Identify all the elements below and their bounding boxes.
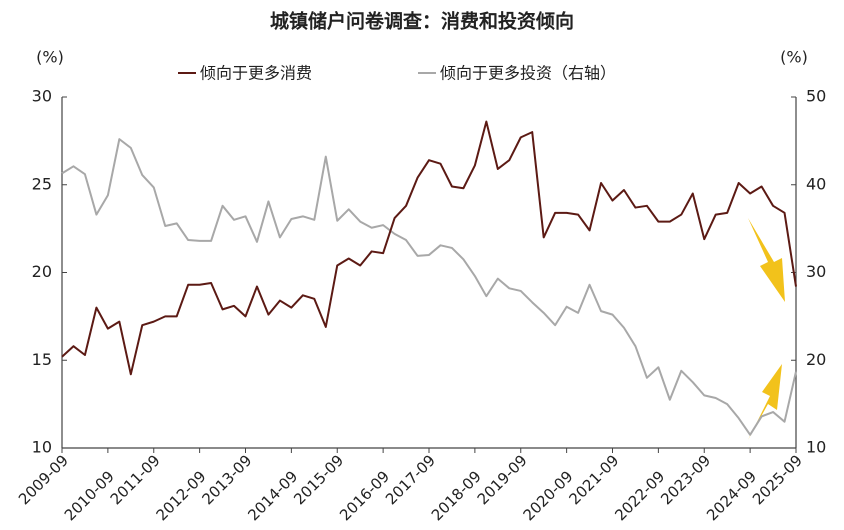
legend-label: 倾向于更多投资（右轴） bbox=[440, 64, 616, 83]
y2-tick-label: 40 bbox=[806, 174, 826, 193]
arrow-down bbox=[748, 218, 785, 302]
series-line bbox=[61, 138, 797, 436]
arrow-up bbox=[748, 364, 782, 440]
y-tick-label: 25 bbox=[32, 174, 52, 193]
axes bbox=[61, 97, 797, 449]
y-tick-label: 15 bbox=[32, 350, 52, 369]
legend-label: 倾向于更多消费 bbox=[200, 64, 312, 83]
y2-tick-label: 50 bbox=[806, 87, 826, 106]
y2-unit: (%) bbox=[780, 48, 808, 67]
y-tick-label: 10 bbox=[32, 438, 52, 457]
x-tick-label: 2009-09 bbox=[15, 451, 72, 508]
y-tick-label: 20 bbox=[32, 262, 52, 281]
y-unit: (%) bbox=[36, 48, 64, 67]
annotation-arrows bbox=[748, 218, 785, 440]
chart-title: 城镇储户问卷调查：消费和投资倾向 bbox=[270, 10, 574, 33]
y2-tick-label: 20 bbox=[806, 350, 826, 369]
y2-tick-label: 30 bbox=[806, 262, 826, 281]
y-tick-label: 30 bbox=[32, 87, 52, 106]
y2-tick-label: 10 bbox=[806, 438, 826, 457]
series-line bbox=[61, 120, 797, 376]
